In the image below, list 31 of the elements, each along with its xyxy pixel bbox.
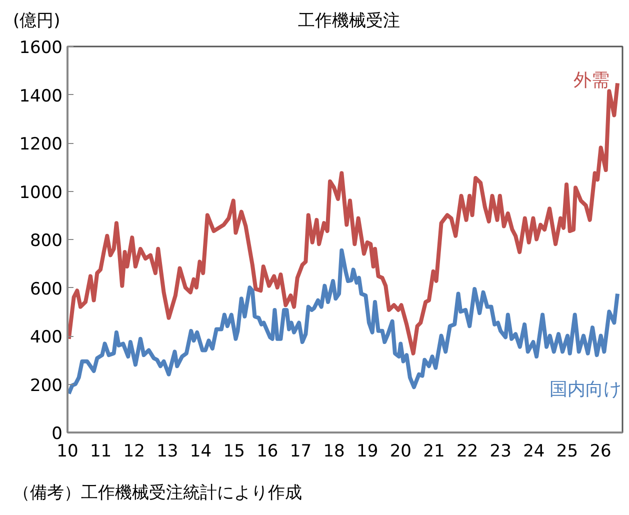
y-tick-label: 1200	[19, 134, 62, 154]
x-tick-label: 25	[556, 442, 578, 462]
x-tick-label: 22	[456, 442, 478, 462]
x-tick-label: 15	[223, 442, 245, 462]
x-tick-label: 23	[490, 442, 512, 462]
y-tick-label: 1400	[19, 86, 62, 106]
x-tick-label: 10	[56, 442, 78, 462]
x-tick-label: 19	[356, 442, 378, 462]
x-tick-label: 24	[523, 442, 545, 462]
series-label: 国内向け	[550, 378, 622, 400]
y-tick-label: 800	[30, 231, 63, 251]
x-tick-label: 21	[423, 442, 445, 462]
y-tick-label: 1600	[19, 38, 62, 58]
y-tick-label: 1000	[19, 182, 62, 203]
x-tick-label: 17	[290, 442, 312, 462]
y-tick-label: 600	[30, 279, 63, 300]
chart-title: 工作機械受注	[298, 10, 400, 33]
y-tick-label: 400	[30, 328, 63, 348]
x-tick-label: 26	[590, 442, 612, 462]
x-tick-label: 18	[323, 442, 345, 462]
x-tick-label: 13	[156, 442, 178, 462]
text: （備考）工作機械受注統計により作成	[13, 482, 302, 505]
y-tick-label: 200	[30, 376, 63, 396]
x-tick-label: 20	[390, 442, 412, 462]
x-tick-label: 11	[90, 442, 112, 462]
x-tick-label: 12	[123, 442, 145, 462]
series-label: 外需	[574, 70, 610, 92]
y-tick-label: 0	[52, 424, 63, 444]
x-tick-label: 14	[190, 442, 212, 462]
y-axis-title: (億円)	[13, 10, 60, 33]
x-tick-label: 16	[256, 442, 278, 462]
